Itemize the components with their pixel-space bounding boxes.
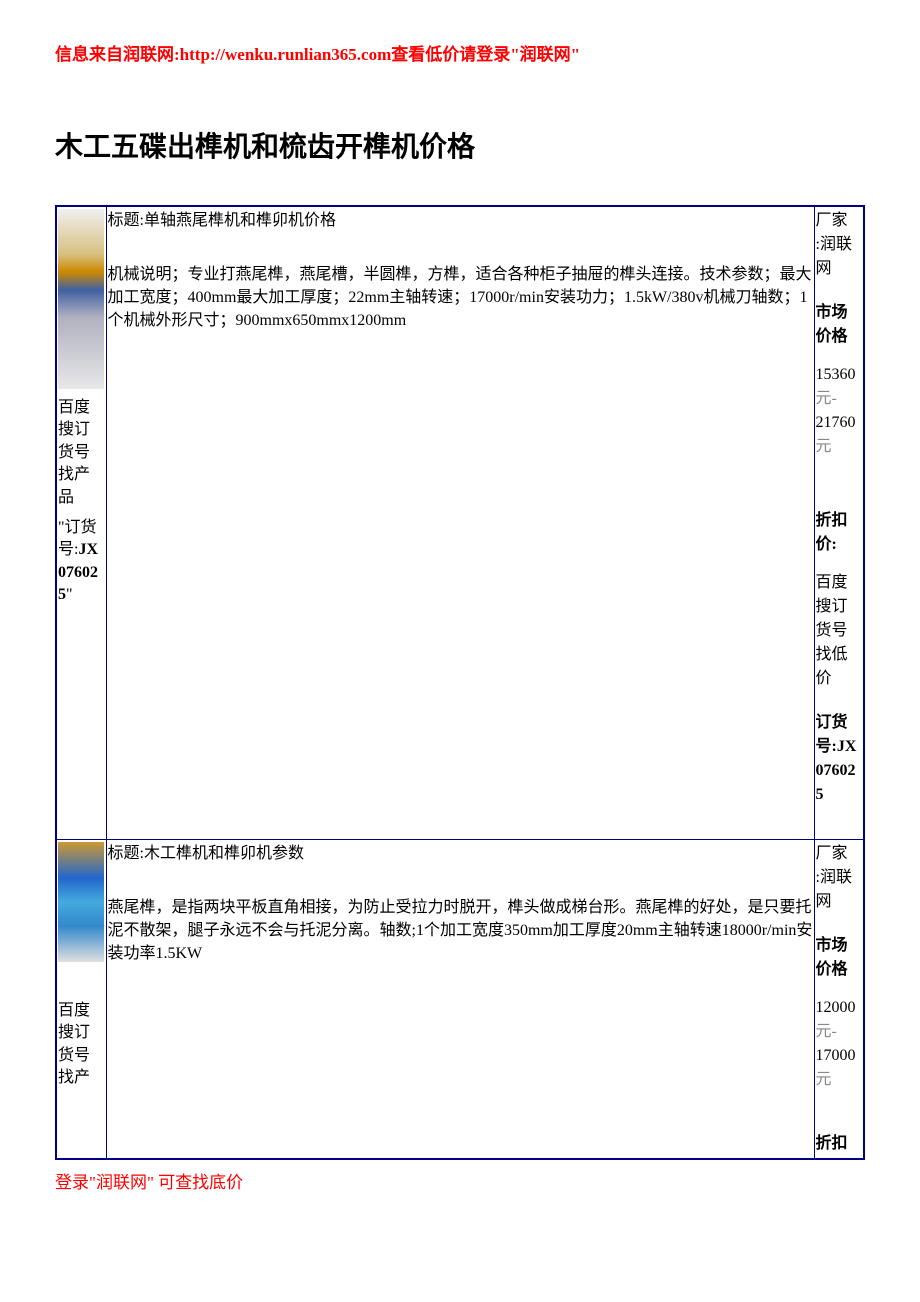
footer-text: 登录"润联网" 可查找底价 xyxy=(55,1168,865,1193)
discount-block: 折扣 xyxy=(816,1132,863,1156)
vendor-label: 厂家 xyxy=(816,845,848,862)
price-value-1: 12000 xyxy=(816,999,856,1016)
price-unit-2: 元 xyxy=(816,438,832,455)
price-label: 市场价格 xyxy=(816,937,848,978)
product-title-line: 标题:单轴燕尾榫机和榫卯机价格 xyxy=(108,209,813,233)
product-right-cell: 厂家 :润联网 市场价格 12000 元- 17000 元 折扣 xyxy=(814,840,864,1160)
right-search-text: 百度搜订货号找低价 xyxy=(816,574,848,687)
discount-label: 折扣价: xyxy=(816,512,848,553)
product-image xyxy=(58,842,104,962)
price-block: 市场价格 12000 元- 17000 元 xyxy=(816,934,863,1092)
price-unit-1: 元- xyxy=(816,1023,837,1040)
title-label: 标题: xyxy=(108,845,144,862)
price-unit-2: 元 xyxy=(816,1071,832,1088)
page-title: 木工五碟出榫机和梳齿开榫机价格 xyxy=(55,125,865,165)
product-description: 燕尾榫，是指两块平板直角相接，为防止受拉力时脱开，榫头做成梯台形。燕尾榫的好处，… xyxy=(108,896,813,966)
product-description: 机械说明；专业打燕尾榫，燕尾槽，半圆榫，方榫，适合各种柜子抽屉的榫头连接。技术参… xyxy=(108,263,813,333)
product-right-cell: 厂家 :润联网 市场价格 15360 元- 21760 元 折扣价: 百度搜订货号找… xyxy=(814,206,864,840)
vendor-block: 厂家 :润联网 xyxy=(816,842,863,914)
search-prefix: 百度搜订货号找产品 xyxy=(58,399,90,506)
price-block: 市场价格 15360 元- 21760 元 xyxy=(816,301,863,459)
price-label: 市场价格 xyxy=(816,304,848,345)
table-row: 百度搜订货号找产品 "订货号:JX076025" 标题:单轴燕尾榫机和榫卯机价格… xyxy=(56,206,864,840)
vendor-block: 厂家 :润联网 xyxy=(816,209,863,281)
vendor-label: 厂家 xyxy=(816,212,848,229)
product-mid-cell: 标题:单轴燕尾榫机和榫卯机价格 机械说明；专业打燕尾榫，燕尾槽，半圆榫，方榫，适… xyxy=(106,206,814,840)
price-unit-1: 元- xyxy=(816,390,837,407)
product-mid-cell: 标题:木工榫机和榫卯机参数 燕尾榫，是指两块平板直角相接，为防止受拉力时脱开，榫… xyxy=(106,840,814,1160)
header-source-text: 信息来自润联网:http://wenku.runlian365.com查看低价请… xyxy=(55,40,865,65)
right-order-block: 订货号:JX076025 xyxy=(816,711,863,807)
left-search-text: 百度搜订货号找产品 xyxy=(58,397,105,509)
product-left-cell: 百度搜订货号找产 xyxy=(56,840,106,1160)
quote-close: " xyxy=(66,586,73,603)
vendor-value: :润联网 xyxy=(816,236,852,277)
price-value-1: 15360 xyxy=(816,366,856,383)
price-value-2: 17000 xyxy=(816,1047,856,1064)
left-order-block: "订货号:JX076025" xyxy=(58,517,105,607)
product-title: 单轴燕尾榫机和榫卯机价格 xyxy=(144,212,336,229)
product-left-cell: 百度搜订货号找产品 "订货号:JX076025" xyxy=(56,206,106,840)
product-title-line: 标题:木工榫机和榫卯机参数 xyxy=(108,842,813,866)
discount-block: 折扣价: 百度搜订货号找低价 xyxy=(816,509,863,691)
product-table: 百度搜订货号找产品 "订货号:JX076025" 标题:单轴燕尾榫机和榫卯机价格… xyxy=(55,205,865,1160)
product-title: 木工榫机和榫卯机参数 xyxy=(144,845,304,862)
discount-label: 折扣 xyxy=(816,1135,848,1152)
table-row: 百度搜订货号找产 标题:木工榫机和榫卯机参数 燕尾榫，是指两块平板直角相接，为防… xyxy=(56,840,864,1160)
product-image xyxy=(58,209,104,389)
title-label: 标题: xyxy=(108,212,144,229)
vendor-value: :润联网 xyxy=(816,869,852,910)
left-search-text: 百度搜订货号找产 xyxy=(58,1000,105,1090)
search-prefix: 百度搜订货号找产 xyxy=(58,1002,90,1086)
price-value-2: 21760 xyxy=(816,414,856,431)
